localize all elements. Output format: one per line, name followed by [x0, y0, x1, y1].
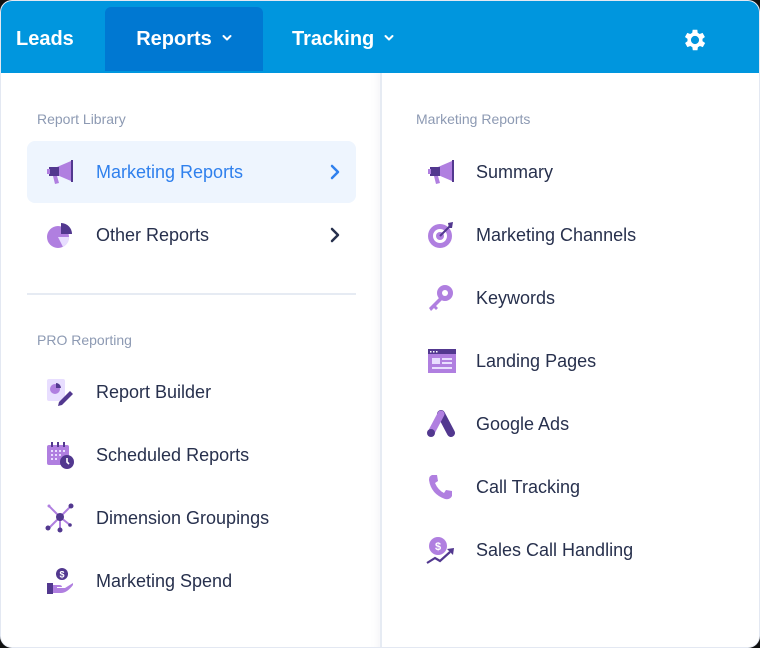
hand-money-icon: $: [45, 566, 75, 596]
nav-leads-label: Leads: [16, 27, 74, 50]
megaphone-icon: [45, 157, 75, 187]
top-nav-bar: Leads Reports Tracking: [1, 1, 759, 73]
chevron-right-icon: [330, 164, 340, 180]
phone-icon: [426, 472, 456, 502]
google-ads-icon: [426, 409, 456, 439]
chevron-right-icon: [330, 227, 340, 243]
sales-growth-icon: $: [426, 535, 456, 565]
chevron-down-icon: [222, 35, 232, 41]
svg-text:$: $: [59, 570, 64, 580]
menu-item-marketing-reports[interactable]: Marketing Reports: [27, 141, 356, 203]
network-nodes-icon: [45, 503, 75, 533]
report-builder-icon: [45, 377, 75, 407]
chevron-down-icon: [384, 35, 394, 41]
menu-item-label: Other Reports: [96, 224, 210, 245]
calendar-clock-icon: [45, 440, 75, 470]
pie-chart-icon: [45, 220, 75, 250]
menu-item-report-builder[interactable]: Report Builder: [27, 361, 356, 423]
menu-item-other-reports[interactable]: Other Reports: [27, 204, 356, 266]
menu-item-scheduled-reports[interactable]: Scheduled Reports: [27, 424, 356, 486]
menu-item-label: Marketing Channels: [476, 224, 637, 245]
menu-item-label: Report Builder: [96, 381, 212, 402]
section-label-pro-reporting: PRO Reporting: [37, 332, 132, 348]
menu-item-label: Keywords: [476, 287, 556, 308]
nav-reports-label: Reports: [136, 27, 212, 50]
panel-divider: [380, 73, 382, 647]
key-icon: [426, 283, 456, 313]
gear-icon[interactable]: [681, 26, 709, 54]
menu-item-google-ads[interactable]: Google Ads: [426, 393, 726, 455]
nav-tracking[interactable]: Tracking: [292, 7, 394, 71]
menu-item-keywords[interactable]: Keywords: [426, 267, 726, 329]
menu-item-label: Summary: [476, 161, 554, 182]
menu-item-label: Scheduled Reports: [96, 444, 250, 465]
section-label-marketing-reports: Marketing Reports: [416, 111, 531, 127]
nav-tracking-label: Tracking: [292, 27, 375, 50]
menu-item-marketing-spend[interactable]: $ Marketing Spend: [27, 550, 356, 612]
menu-item-sales-call-handling[interactable]: $ Sales Call Handling: [426, 519, 726, 581]
section-divider: [27, 293, 356, 295]
menu-item-label: Google Ads: [476, 413, 570, 434]
menu-item-label: Landing Pages: [476, 350, 597, 371]
report-library-panel: Report Library Marketing Reports: [1, 73, 381, 647]
menu-item-landing-pages[interactable]: Landing Pages: [426, 330, 726, 392]
menu-item-summary[interactable]: Summary: [426, 141, 726, 203]
menu-item-label: Dimension Groupings: [96, 507, 270, 528]
menu-item-marketing-channels[interactable]: Marketing Channels: [426, 204, 726, 266]
marketing-reports-panel: Marketing Reports Summary: [382, 73, 759, 647]
menu-item-call-tracking[interactable]: Call Tracking: [426, 456, 726, 518]
webpage-icon: [426, 346, 456, 376]
svg-text:$: $: [435, 541, 441, 553]
menu-item-label: Sales Call Handling: [476, 539, 634, 560]
menu-item-label: Call Tracking: [476, 476, 581, 497]
nav-leads[interactable]: Leads: [16, 7, 74, 71]
target-icon: [426, 220, 456, 250]
menu-item-dimension-groupings[interactable]: Dimension Groupings: [27, 487, 356, 549]
menu-item-label: Marketing Reports: [96, 161, 244, 182]
section-label-report-library: Report Library: [37, 111, 126, 127]
megaphone-icon: [426, 157, 456, 187]
nav-reports[interactable]: Reports: [105, 7, 263, 71]
menu-item-label: Marketing Spend: [96, 570, 233, 591]
